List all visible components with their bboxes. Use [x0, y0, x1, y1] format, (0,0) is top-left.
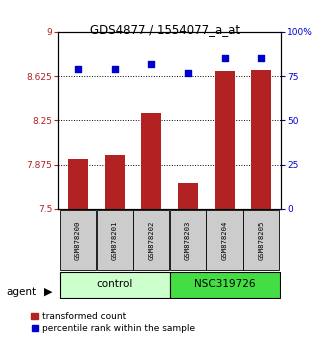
Point [222, 56, 227, 61]
Text: GSM878201: GSM878201 [112, 220, 118, 259]
Text: control: control [97, 279, 133, 290]
Point [149, 61, 154, 67]
Bar [178, 183, 198, 209]
Bar [207, 210, 243, 270]
Bar [251, 70, 271, 209]
Bar [97, 210, 133, 270]
Point [112, 66, 118, 72]
Bar [243, 210, 279, 270]
Text: NSC319726: NSC319726 [194, 279, 255, 290]
Bar [169, 272, 279, 298]
Text: GSM878204: GSM878204 [221, 220, 228, 259]
Bar [60, 210, 96, 270]
Point [75, 66, 81, 72]
Bar [60, 272, 169, 298]
Point [259, 56, 264, 61]
Bar [141, 113, 162, 209]
Bar [214, 71, 235, 209]
Bar [133, 210, 169, 270]
Text: GSM878202: GSM878202 [148, 220, 154, 259]
Text: agent: agent [7, 287, 37, 297]
Bar [170, 210, 206, 270]
Text: GSM878200: GSM878200 [75, 220, 81, 259]
Text: GSM878203: GSM878203 [185, 220, 191, 259]
Text: GDS4877 / 1554077_a_at: GDS4877 / 1554077_a_at [90, 23, 241, 36]
Legend: transformed count, percentile rank within the sample: transformed count, percentile rank withi… [31, 313, 195, 333]
Bar [68, 159, 88, 209]
Point [185, 70, 191, 75]
Bar [105, 155, 125, 209]
Text: GSM878205: GSM878205 [258, 220, 264, 259]
Text: ▶: ▶ [44, 287, 52, 297]
